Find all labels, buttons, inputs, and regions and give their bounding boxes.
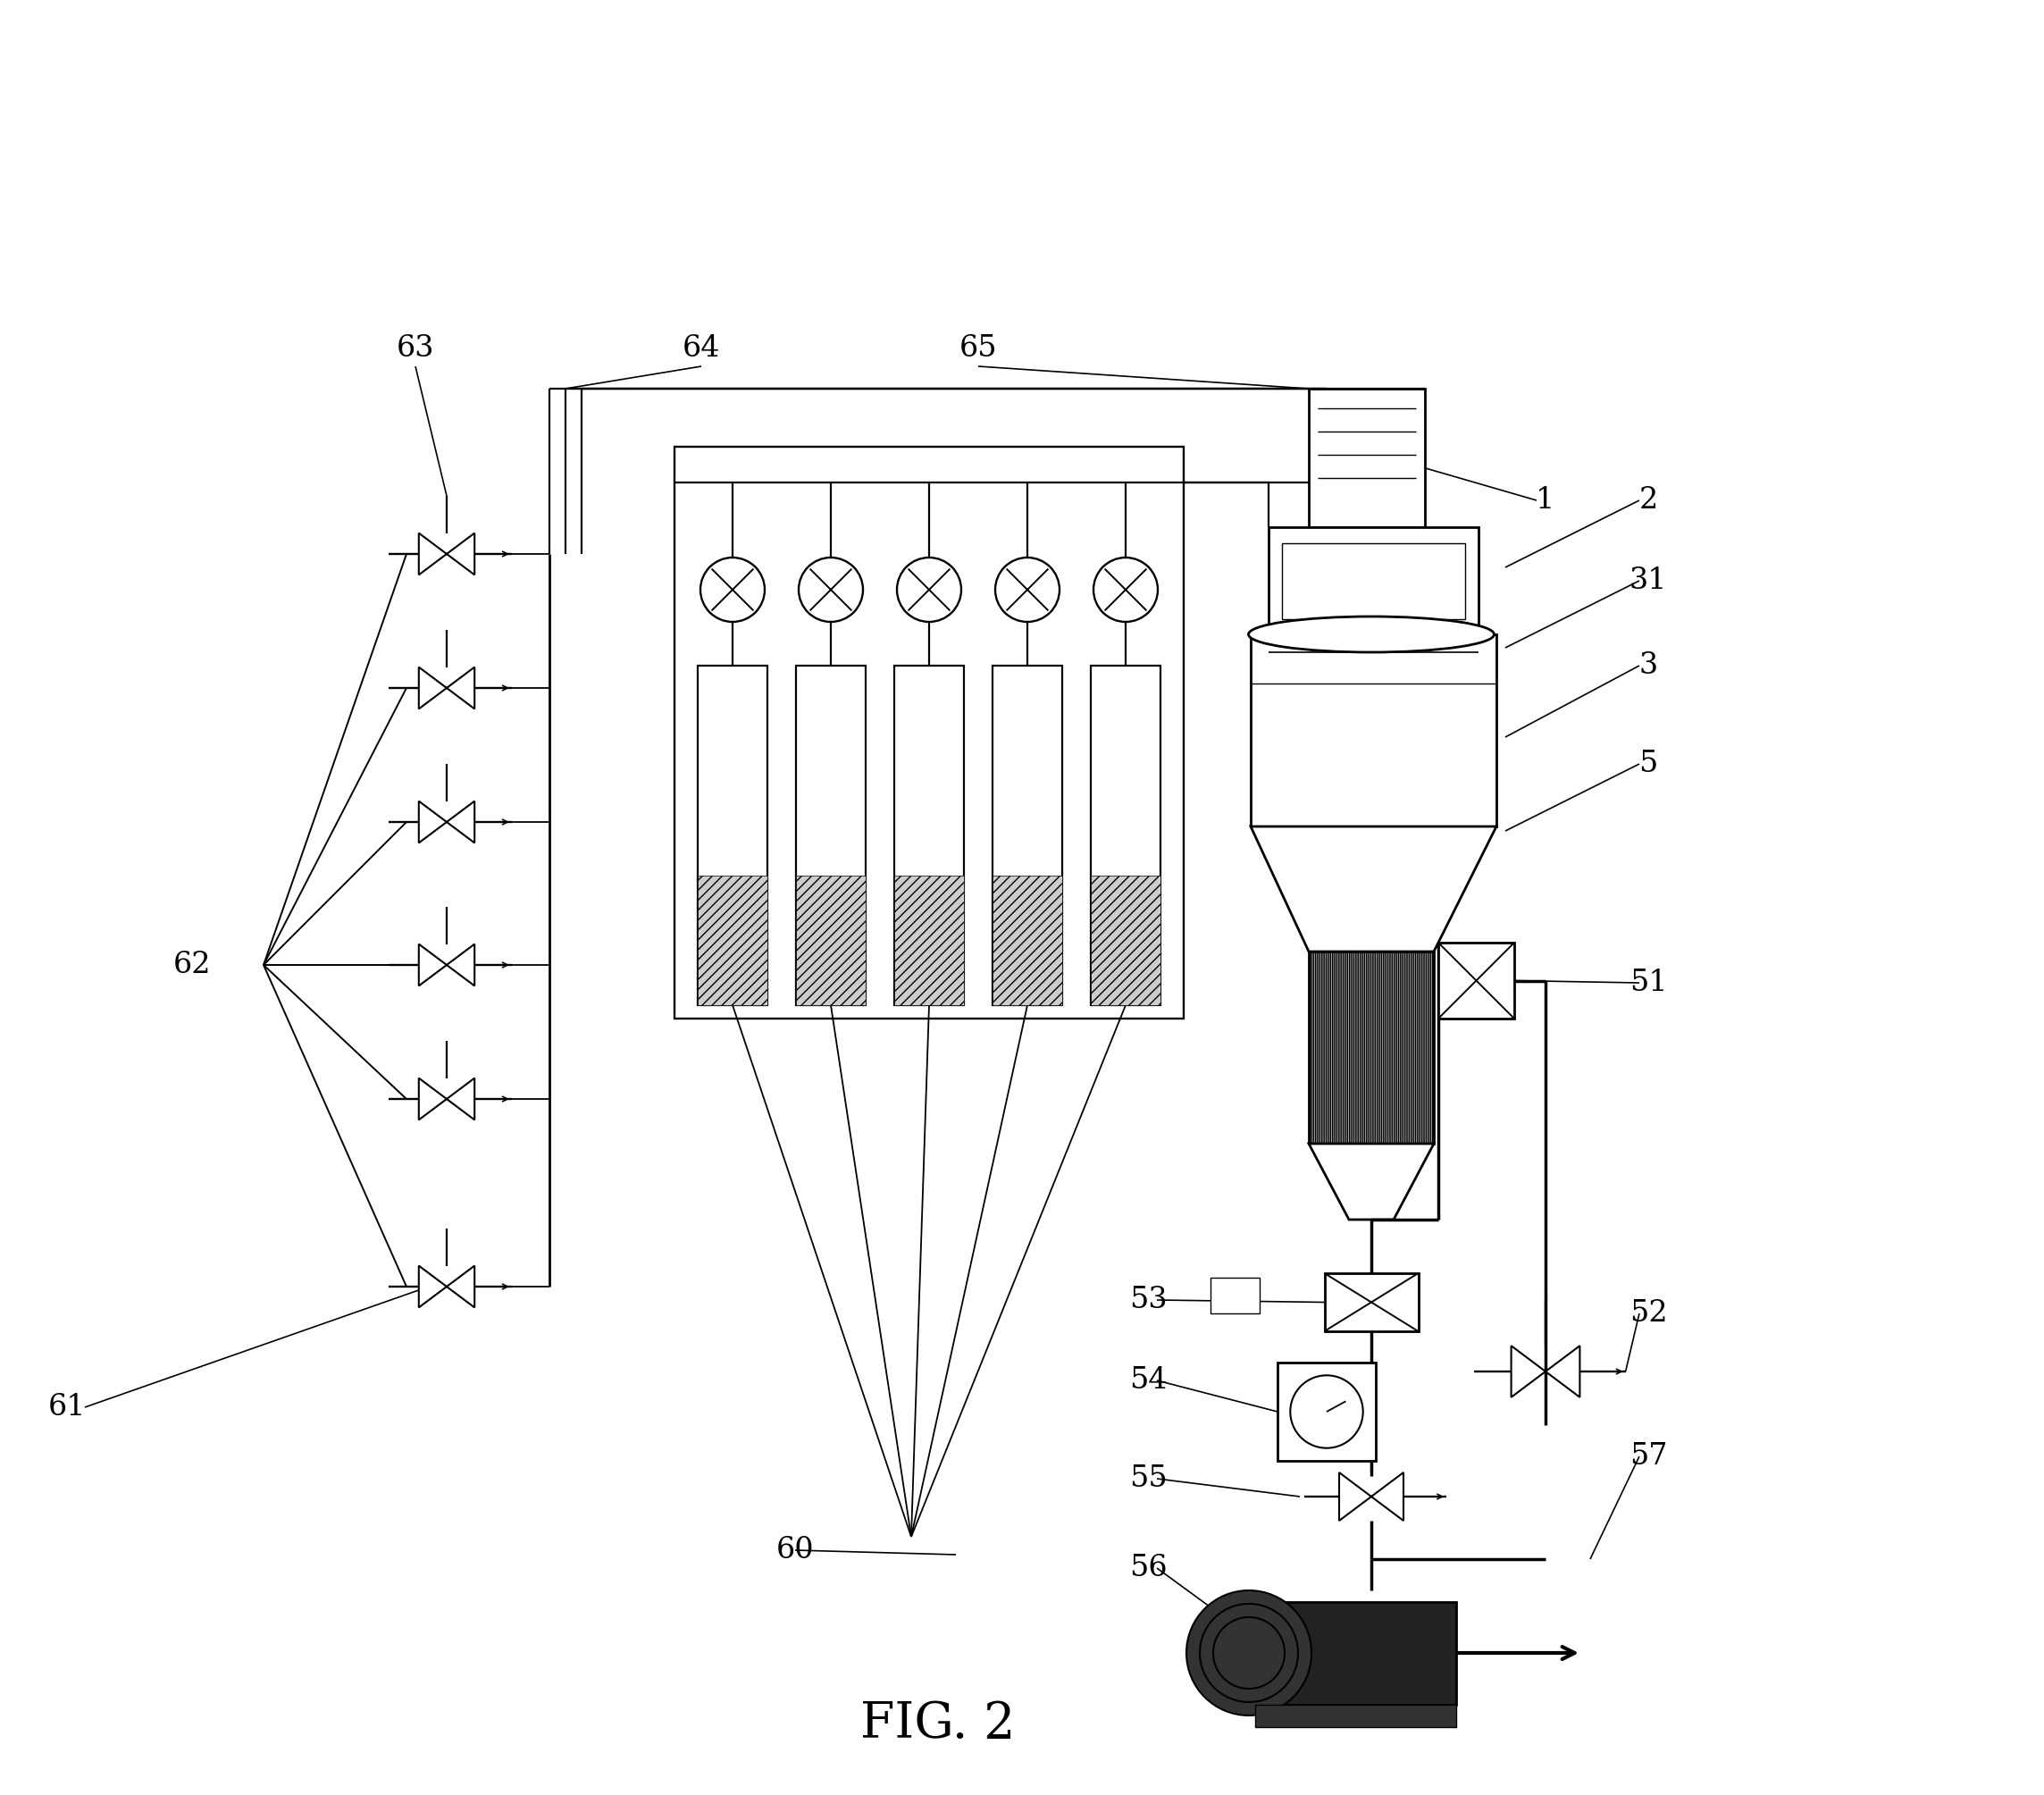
Polygon shape xyxy=(1372,1472,1404,1520)
Bar xyxy=(697,666,766,1005)
Text: 1: 1 xyxy=(1535,486,1555,515)
Circle shape xyxy=(1186,1590,1312,1716)
Circle shape xyxy=(1214,1617,1284,1689)
Bar xyxy=(675,447,1183,1018)
Text: 63: 63 xyxy=(397,334,435,363)
Bar xyxy=(895,876,965,1005)
Bar xyxy=(1308,390,1425,528)
Bar xyxy=(993,876,1063,1005)
Bar xyxy=(895,666,965,1005)
Bar xyxy=(1325,1273,1419,1332)
Polygon shape xyxy=(448,944,474,985)
Polygon shape xyxy=(1545,1346,1580,1397)
Bar xyxy=(1439,942,1515,1018)
Bar xyxy=(1255,1703,1455,1727)
Polygon shape xyxy=(419,944,448,985)
Text: 51: 51 xyxy=(1629,969,1668,998)
Polygon shape xyxy=(1511,1346,1545,1397)
Text: 64: 64 xyxy=(683,334,719,363)
Bar xyxy=(795,666,867,1005)
Ellipse shape xyxy=(1249,616,1494,652)
Polygon shape xyxy=(419,1265,448,1307)
Polygon shape xyxy=(448,533,474,574)
Polygon shape xyxy=(419,1079,448,1120)
Text: 2: 2 xyxy=(1639,486,1658,515)
Text: 62: 62 xyxy=(174,951,211,980)
Bar xyxy=(1269,528,1478,634)
Bar xyxy=(1091,876,1161,1005)
Bar xyxy=(1286,1601,1455,1703)
Bar xyxy=(993,666,1063,1005)
Circle shape xyxy=(995,558,1059,621)
Text: 56: 56 xyxy=(1128,1554,1167,1583)
Text: FIG. 2: FIG. 2 xyxy=(861,1700,1016,1748)
Text: 57: 57 xyxy=(1629,1441,1668,1470)
Polygon shape xyxy=(448,668,474,709)
Polygon shape xyxy=(1339,1472,1372,1520)
Bar xyxy=(1251,634,1496,826)
Text: 61: 61 xyxy=(47,1393,86,1422)
Polygon shape xyxy=(448,1079,474,1120)
Bar xyxy=(795,876,867,1005)
Polygon shape xyxy=(419,801,448,844)
Text: 55: 55 xyxy=(1128,1465,1167,1493)
Text: 31: 31 xyxy=(1629,567,1668,596)
Polygon shape xyxy=(1251,826,1496,951)
Text: 53: 53 xyxy=(1128,1285,1167,1314)
Circle shape xyxy=(1200,1603,1298,1702)
Bar xyxy=(697,876,766,1005)
Polygon shape xyxy=(1308,1143,1433,1219)
Text: 5: 5 xyxy=(1639,750,1658,779)
Polygon shape xyxy=(448,801,474,844)
Bar xyxy=(1091,666,1161,1005)
Text: 3: 3 xyxy=(1639,652,1658,680)
Bar xyxy=(1210,1278,1259,1314)
Text: 65: 65 xyxy=(959,334,997,363)
Polygon shape xyxy=(419,668,448,709)
Text: 54: 54 xyxy=(1128,1366,1167,1395)
Bar xyxy=(1278,1362,1376,1461)
Text: 52: 52 xyxy=(1629,1300,1668,1328)
Circle shape xyxy=(1290,1375,1363,1449)
Text: 60: 60 xyxy=(777,1537,814,1565)
Circle shape xyxy=(897,558,961,621)
Polygon shape xyxy=(419,533,448,574)
Circle shape xyxy=(701,558,764,621)
Bar xyxy=(1282,544,1466,619)
Bar xyxy=(1308,951,1433,1143)
Circle shape xyxy=(1094,558,1157,621)
Circle shape xyxy=(799,558,863,621)
Polygon shape xyxy=(448,1265,474,1307)
